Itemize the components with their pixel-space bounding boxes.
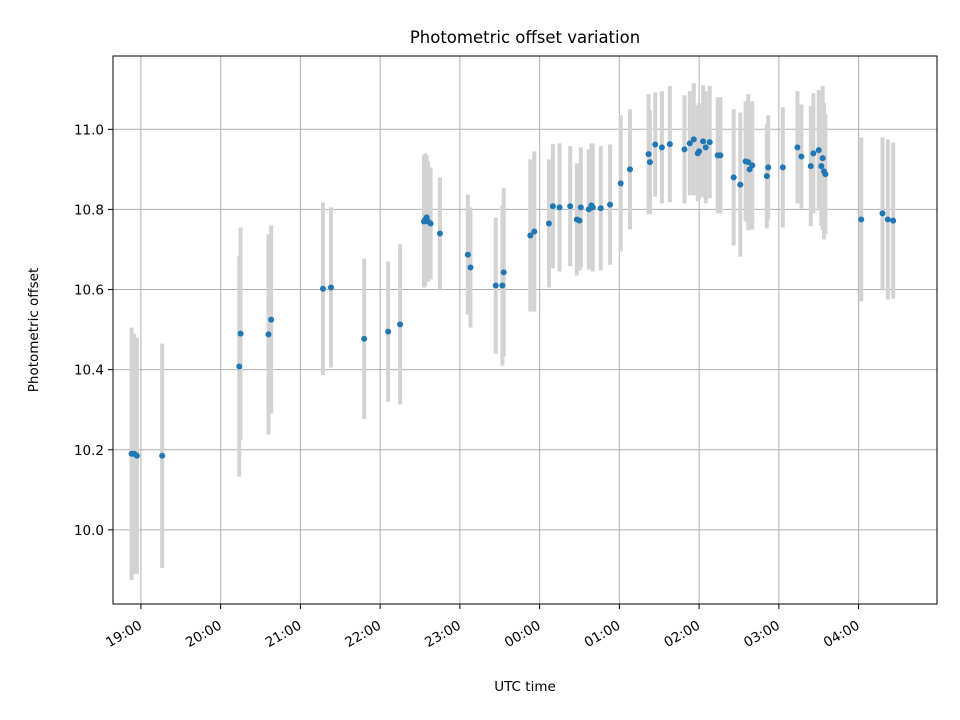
data-point xyxy=(818,163,825,170)
data-point xyxy=(545,220,552,227)
data-point xyxy=(589,204,596,211)
y-tick-label: 10.0 xyxy=(74,523,104,539)
data-point xyxy=(737,181,744,188)
data-point xyxy=(500,269,507,276)
data-point xyxy=(597,205,604,212)
data-point xyxy=(617,180,624,187)
data-point xyxy=(706,139,713,146)
data-point xyxy=(730,174,737,181)
data-point xyxy=(464,251,471,258)
data-point xyxy=(749,162,756,169)
data-point xyxy=(717,152,724,159)
data-point xyxy=(879,210,886,217)
data-point xyxy=(794,144,801,151)
data-point xyxy=(646,159,653,166)
chart-title: Photometric offset variation xyxy=(410,28,640,47)
y-tick-label: 10.8 xyxy=(74,202,104,218)
data-point xyxy=(700,138,707,145)
data-point xyxy=(681,146,688,153)
data-point xyxy=(890,217,897,224)
data-point xyxy=(237,330,244,337)
data-point xyxy=(858,216,865,223)
data-point xyxy=(822,171,829,178)
y-tick-label: 11.0 xyxy=(74,122,104,138)
data-point xyxy=(397,321,404,328)
data-point xyxy=(159,452,166,459)
data-point xyxy=(319,285,326,292)
data-point xyxy=(745,159,752,166)
data-point xyxy=(607,201,614,208)
data-point xyxy=(763,173,770,180)
data-point xyxy=(798,153,805,160)
x-axis-label: UTC time xyxy=(494,679,556,695)
data-point xyxy=(268,316,275,323)
data-point xyxy=(652,141,659,148)
data-point xyxy=(327,284,334,291)
data-point xyxy=(626,166,633,173)
data-point xyxy=(810,150,817,157)
data-point xyxy=(658,144,665,151)
data-point xyxy=(815,147,822,154)
data-points xyxy=(128,136,897,459)
data-point xyxy=(702,144,709,151)
data-point xyxy=(549,203,556,210)
data-point xyxy=(492,282,499,289)
data-point xyxy=(527,232,534,239)
y-tick-label: 10.6 xyxy=(74,283,104,299)
data-point xyxy=(556,204,563,211)
data-point xyxy=(467,264,474,271)
data-point xyxy=(666,141,673,148)
data-point xyxy=(265,331,272,338)
data-point xyxy=(884,216,891,223)
data-point xyxy=(499,282,506,289)
data-point xyxy=(385,328,392,335)
data-point xyxy=(779,164,786,171)
data-point xyxy=(765,164,772,171)
data-point xyxy=(819,155,826,162)
data-point xyxy=(427,220,434,227)
data-point xyxy=(567,203,574,210)
data-point xyxy=(436,230,443,237)
grid xyxy=(113,56,937,604)
y-axis: 10.0 10.2 10.4 10.6 10.8 11.0 xyxy=(74,122,113,539)
plot-frame xyxy=(112,55,938,605)
data-point xyxy=(686,140,693,147)
y-tick-label: 10.2 xyxy=(74,443,104,459)
data-point xyxy=(577,204,584,211)
data-point xyxy=(236,363,243,370)
data-point xyxy=(807,163,814,170)
data-point xyxy=(645,151,652,158)
y-tick-label: 10.4 xyxy=(74,363,104,379)
data-point xyxy=(531,228,538,235)
y-axis-label: Photometric offset xyxy=(26,268,42,392)
data-point xyxy=(690,136,697,143)
data-point xyxy=(361,335,368,342)
data-point xyxy=(576,217,583,224)
data-point xyxy=(133,452,140,459)
data-point xyxy=(696,148,703,155)
